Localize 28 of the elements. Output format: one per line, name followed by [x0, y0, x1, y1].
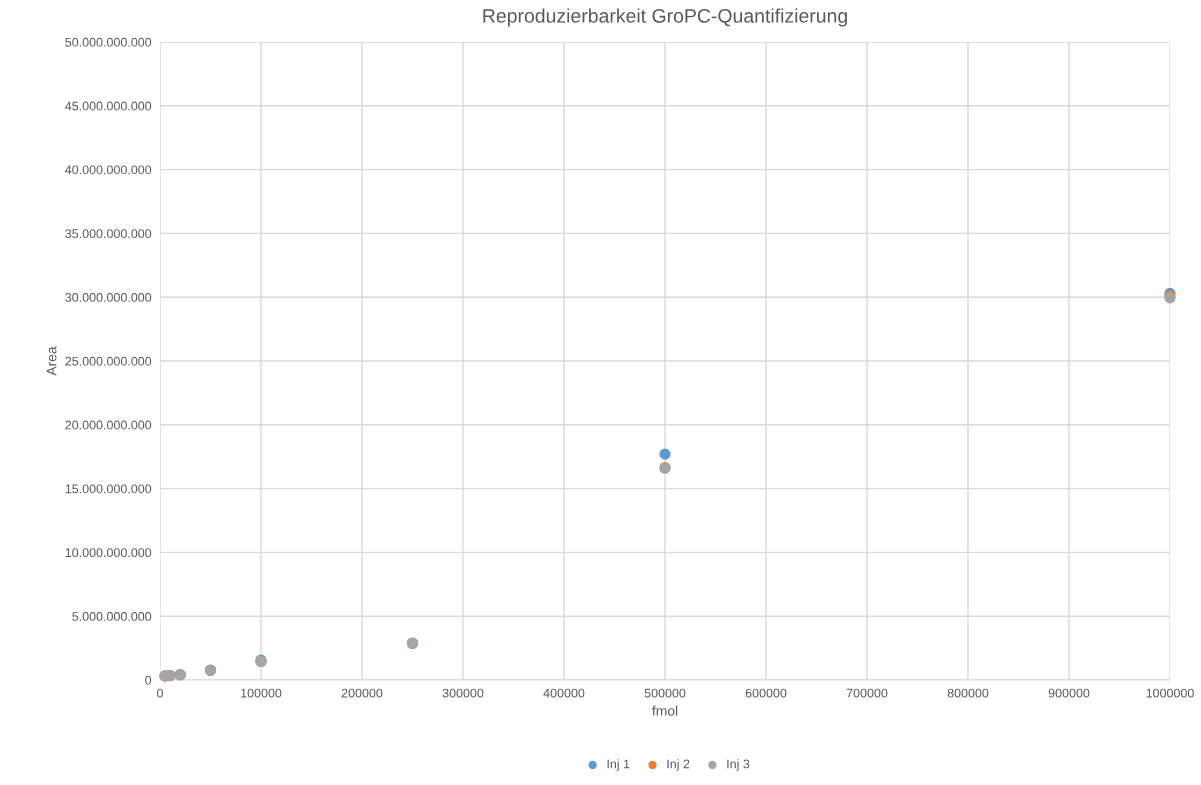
y-tick-label: 20.000.000.000: [65, 420, 152, 430]
y-tick-label: 25.000.000.000: [65, 356, 152, 366]
y-tick-label: 30.000.000.000: [65, 293, 152, 302]
chart-title: Reproduzierbarkeit GroPC-Quantifizierung: [483, 8, 847, 27]
x-tick-label: 500000: [644, 688, 686, 698]
y-tick-label: 35.000.000.000: [65, 229, 152, 239]
x-tick-label: 800000: [947, 688, 989, 698]
x-tick-label: 900000: [1048, 688, 1090, 698]
y-tick-label: 15.000.000.000: [65, 484, 152, 494]
y-axis-title: Area: [46, 346, 57, 376]
y-tick-label: 45.000.000.000: [65, 101, 152, 111]
y-tick-label: 0: [145, 675, 152, 685]
y-tick-label: 10.000.000.000: [65, 548, 152, 558]
x-tick-label: 200000: [341, 688, 383, 698]
y-tick-label: 40.000.000.000: [65, 165, 152, 175]
legend-label: Inj 1: [607, 759, 630, 771]
x-tick-label: 100000: [241, 688, 282, 698]
x-tick-label: 400000: [543, 688, 585, 698]
x-tick-label: 300000: [442, 688, 484, 698]
x-tick-label: 700000: [846, 688, 888, 698]
x-axis-title: fmol: [652, 705, 678, 716]
x-tick-label: 0: [157, 688, 163, 698]
x-tick-label: 600000: [745, 688, 787, 698]
x-tick-label: 1000000: [1146, 688, 1194, 698]
y-tick-label: 50.000.000.000: [65, 37, 152, 47]
y-tick-label: 5.000.000.000: [72, 612, 152, 621]
legend-label: Inj 3: [727, 759, 750, 771]
legend-label: Inj 2: [667, 759, 690, 771]
